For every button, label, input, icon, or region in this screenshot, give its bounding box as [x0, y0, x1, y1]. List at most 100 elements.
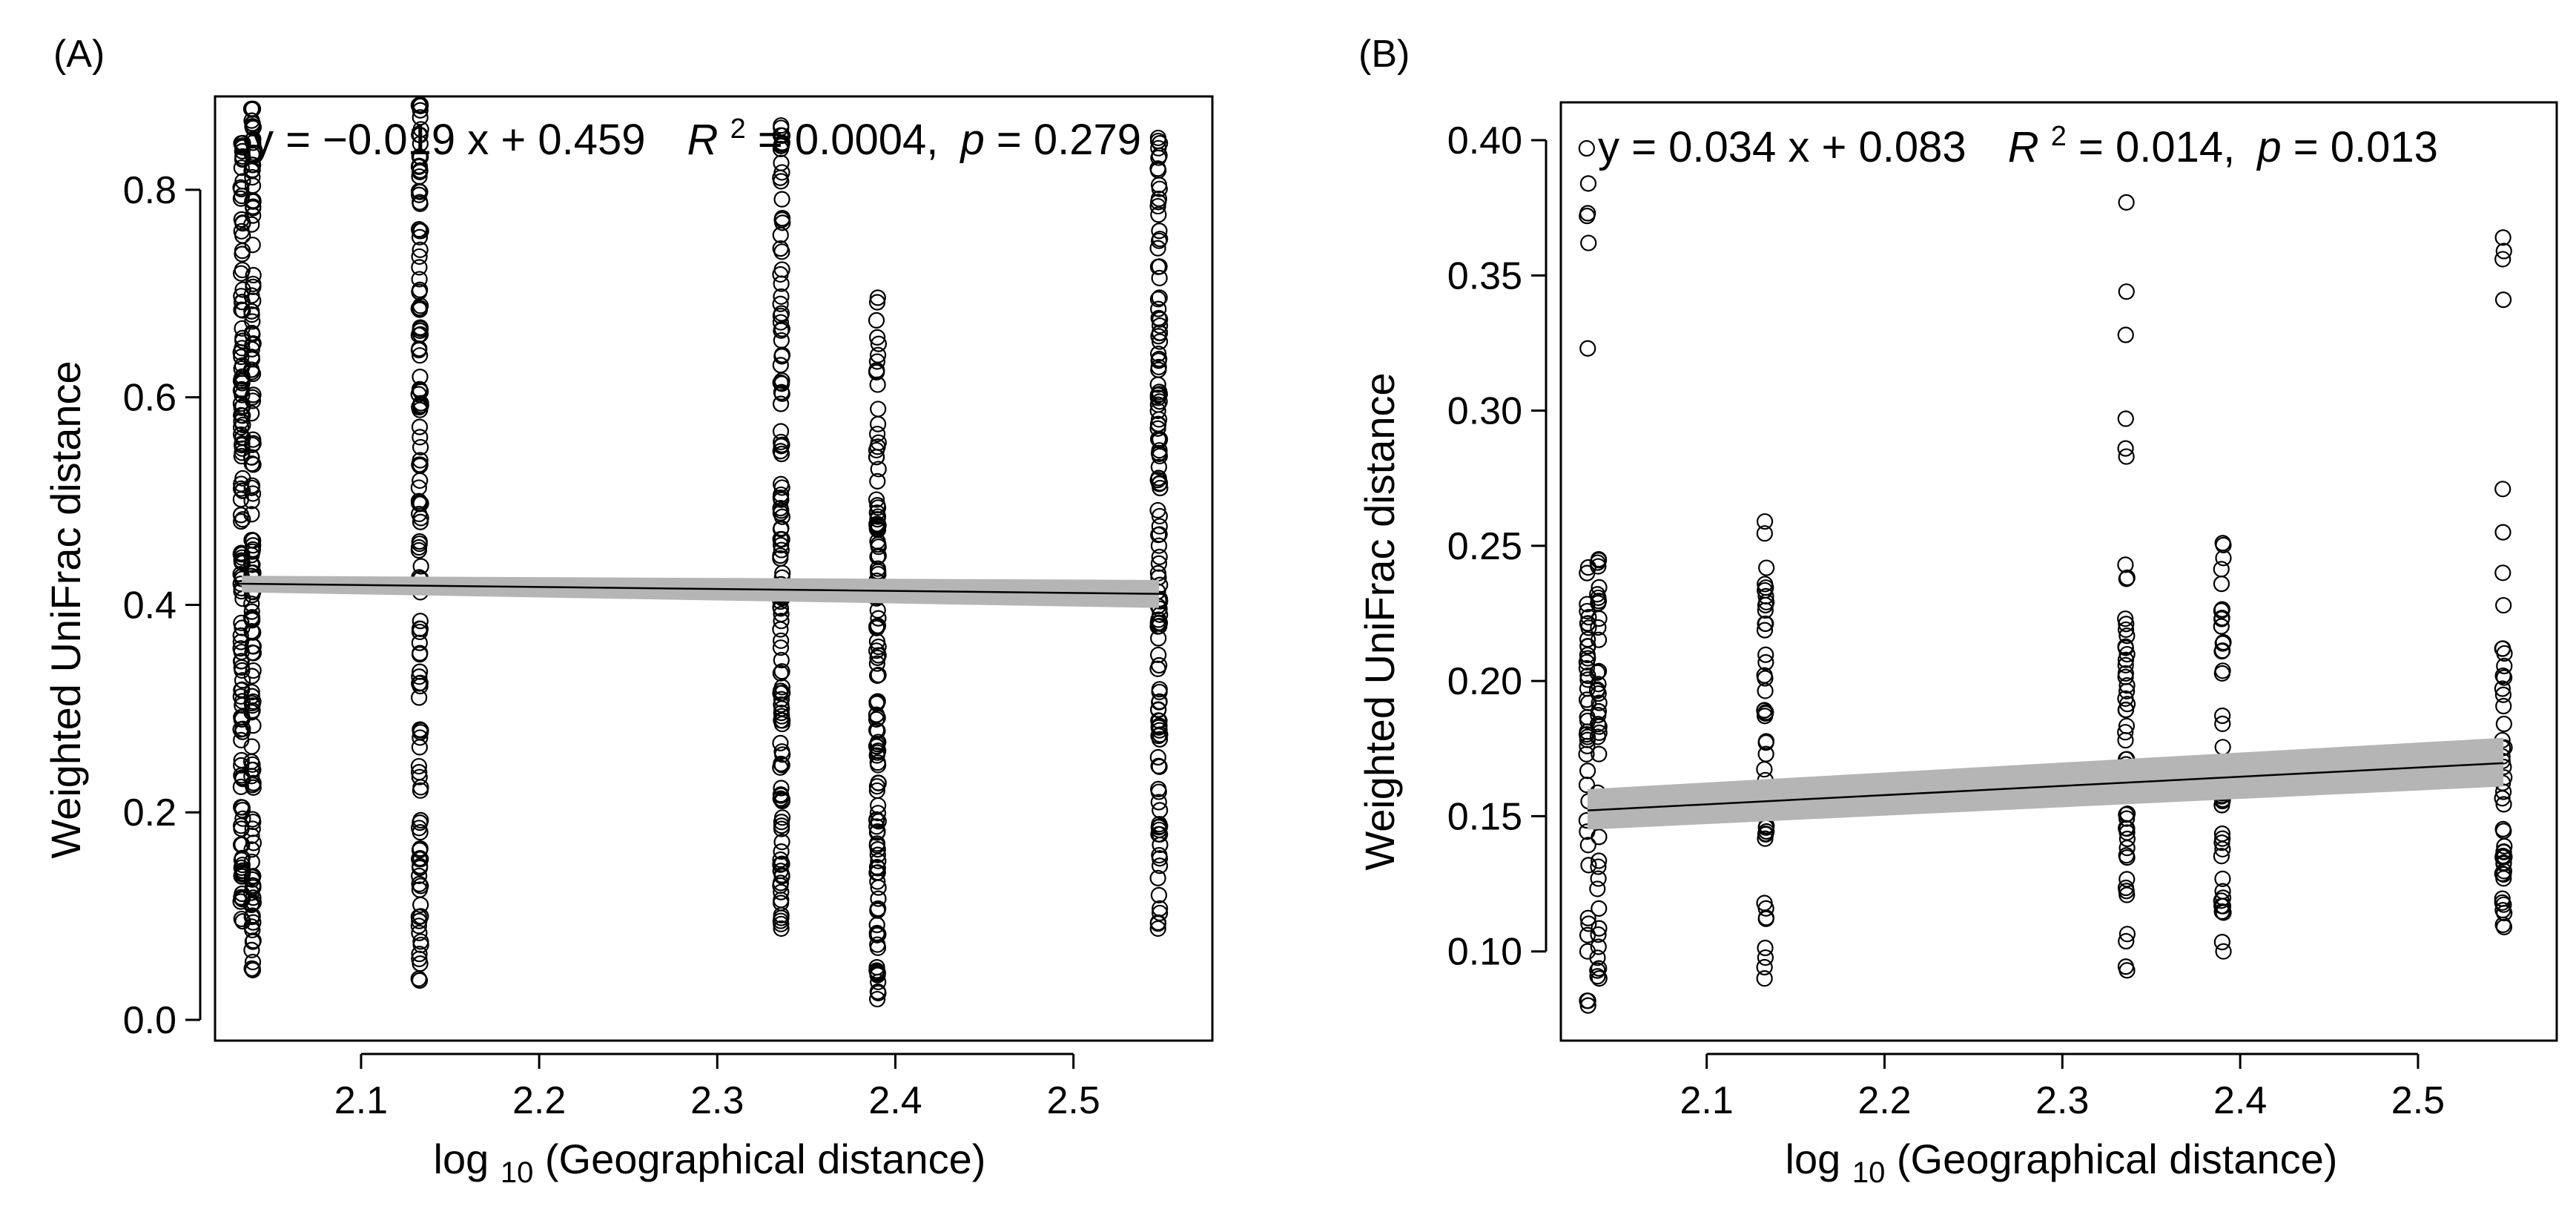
panel-a-data-point	[1150, 886, 1168, 903]
panel-a-data-point	[243, 684, 260, 701]
panel-b-data-point	[2213, 576, 2230, 593]
panel-a-data-point	[1150, 139, 1167, 157]
panel-a-data-point	[869, 965, 886, 982]
panel-a-data-point	[1150, 702, 1167, 719]
panel-a-data-point	[773, 920, 790, 938]
panel-a-data-point	[233, 180, 250, 198]
panel-b-data-point	[2494, 865, 2511, 882]
panel-a-data-point	[234, 134, 251, 152]
panel-b-data-point	[2118, 194, 2135, 211]
panel-a-data-point	[242, 361, 260, 378]
panel-b-data-point	[2117, 668, 2134, 685]
panel-a-data-point	[412, 429, 429, 446]
panel-b-data-point	[2117, 731, 2134, 749]
panel-a-data-point	[1150, 555, 1168, 572]
panel-a-data-point	[869, 900, 886, 918]
panel-b-data-point	[2214, 535, 2231, 552]
panel-a-data-point	[772, 759, 789, 776]
panel-a-data-point	[869, 860, 886, 877]
panel-b-data-point	[1590, 631, 1608, 648]
panel-a-data-point	[411, 623, 429, 641]
panel-b-data-point	[2215, 943, 2232, 960]
panel-a-data-point	[411, 820, 428, 837]
panel-a-data-point	[411, 495, 428, 512]
panel-b-data-point	[1590, 550, 1608, 568]
panel-a-data-point	[242, 896, 260, 914]
panel-a-data-point	[773, 820, 790, 837]
panel-a-data-point	[412, 721, 429, 738]
panel-a-data-point	[773, 895, 790, 912]
panel-a-data-point	[232, 190, 249, 207]
panel-b-data-point	[1578, 725, 1596, 743]
panel-a-data-point	[773, 385, 790, 402]
panel-a-data-point	[1151, 432, 1168, 449]
panel-a-r2-value: = 0.0004,	[758, 116, 939, 164]
panel-a-data-point	[773, 757, 790, 774]
panel-b-data-point	[2496, 657, 2513, 675]
panel-b-data-point	[1757, 615, 1774, 633]
panel-a-data-point	[869, 329, 886, 346]
panel-a-data-point	[244, 644, 261, 662]
panel-a-data-point	[243, 595, 260, 613]
panel-a-data-point	[412, 457, 429, 475]
panel-a-data-point	[244, 697, 261, 714]
panel-a-x-tick-label: 2.3	[690, 1079, 744, 1122]
panel-a-data-point	[412, 857, 429, 874]
panel-b-x-title-rest: (Geographical distance)	[1897, 1136, 2338, 1182]
panel-a-data-point	[1152, 317, 1169, 335]
panel-a-data-point	[244, 168, 261, 186]
panel-b-data-point	[2495, 715, 2512, 733]
panel-a-data-point	[772, 734, 789, 751]
panel-a-data-point	[244, 313, 261, 330]
panel-a-data-point	[1151, 850, 1169, 867]
panel-a-data-point	[869, 617, 887, 634]
panel-a-data-point	[1150, 646, 1167, 664]
panel-a-data-point	[412, 148, 429, 165]
panel-a-data-point	[245, 894, 262, 912]
panel-a-data-point	[773, 479, 790, 496]
panel-b-data-point	[1757, 576, 1774, 593]
panel-a-data-point	[870, 666, 887, 684]
panel-b-data-point	[2118, 448, 2135, 465]
panel-a-data-point	[245, 774, 262, 791]
panel-b-y-tick-label: 0.10	[1447, 931, 1522, 974]
panel-a-x-tick-label: 2.1	[334, 1079, 388, 1122]
panel-b-data-point	[2494, 668, 2511, 685]
panel-a-data-point	[245, 198, 262, 215]
panel-b-data-point	[2118, 962, 2136, 979]
panel-a-data-point	[870, 774, 887, 791]
panel-a-data-point	[773, 164, 790, 181]
panel-b-data-point	[1589, 728, 1606, 745]
panel-a-data-point	[245, 932, 262, 949]
panel-a-data-point	[1149, 240, 1166, 257]
panel-a-data-point	[245, 266, 262, 284]
panel-b-data-point	[2118, 627, 2136, 645]
panel-b-data-point	[1757, 939, 1774, 957]
panel-a-data-point	[773, 712, 790, 729]
panel-b-data-point	[1579, 175, 1597, 192]
panel-a-data-point	[772, 357, 789, 374]
panel-a-data-point	[868, 711, 885, 728]
panel-a-data-point	[773, 127, 791, 144]
panel-b-data-point	[1757, 826, 1774, 843]
panel-a-data-point	[773, 348, 790, 365]
panel-a-data-point	[868, 837, 885, 854]
panel-a-data-point	[411, 168, 428, 185]
panel-b-data-point	[1579, 615, 1596, 632]
panel-b-data-point	[2118, 820, 2135, 837]
panel-b-data-point	[1757, 909, 1774, 926]
panel-a-data-point	[411, 126, 428, 143]
panel-a-data-point	[868, 926, 885, 943]
panel-a-data-point	[870, 335, 888, 352]
panel-b-data-point	[2496, 669, 2513, 686]
panel-a-data-point	[868, 916, 885, 934]
panel-a-data-point	[411, 867, 428, 884]
panel-b-data-point	[1591, 745, 1608, 762]
panel-b-regression-line	[1587, 762, 2504, 811]
panel-a-data-point	[773, 438, 790, 455]
panel-a-data-point	[244, 485, 262, 502]
panel-a-data-point	[773, 541, 790, 559]
panel-b-data-point	[2495, 843, 2512, 860]
panel-a-data-point	[411, 842, 429, 859]
panel-a-data-point	[1149, 402, 1166, 420]
